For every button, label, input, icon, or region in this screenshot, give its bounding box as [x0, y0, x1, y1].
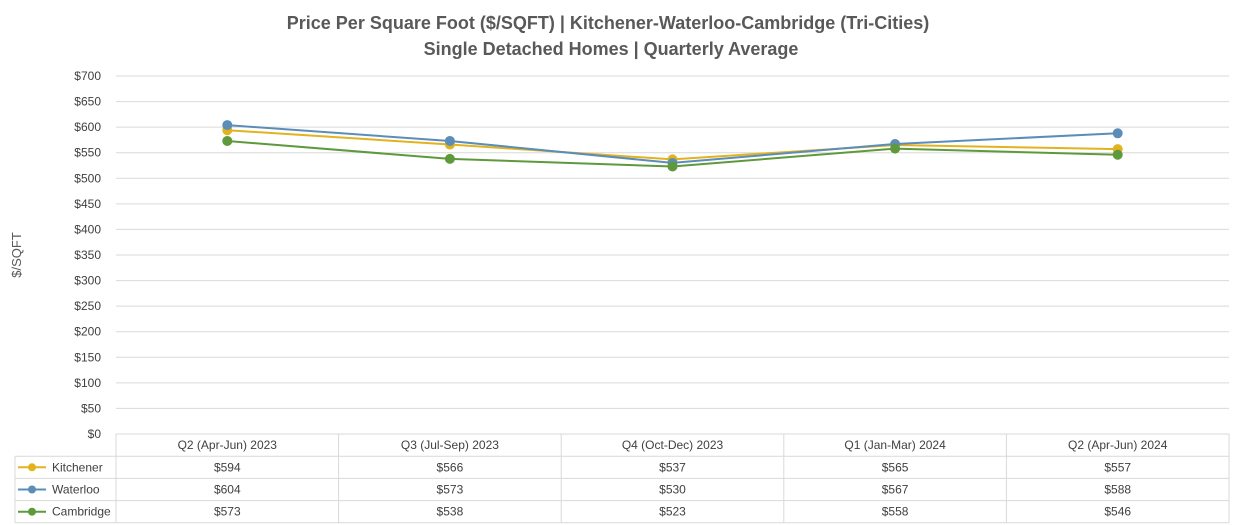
y-axis-label: $/SQFT: [9, 232, 24, 278]
data-point-cambridge: [667, 161, 678, 172]
table-cell: $565: [882, 460, 909, 474]
chart-subtitle: Single Detached Homes | Quarterly Averag…: [424, 39, 799, 59]
table-cell: $573: [437, 483, 464, 497]
table-cell: $557: [1104, 460, 1131, 474]
series-lines: [222, 120, 1123, 172]
y-tick-label: $0: [88, 427, 102, 441]
y-tick-label: $450: [74, 197, 101, 211]
table-cell: $594: [214, 460, 241, 474]
table-cell: $567: [882, 483, 909, 497]
y-tick-label: $650: [74, 95, 101, 109]
y-tick-label: $700: [74, 69, 101, 83]
legend-label: Kitchener: [52, 460, 103, 474]
x-tick-label: Q3 (Jul-Sep) 2023: [401, 438, 499, 452]
data-point-waterloo: [444, 135, 455, 146]
data-point-cambridge: [1112, 149, 1123, 160]
table-cell: $573: [214, 505, 241, 519]
table-cell: $588: [1104, 483, 1131, 497]
y-tick-label: $150: [74, 350, 101, 364]
data-table: Q2 (Apr-Jun) 2023 Q3 (Jul-Sep) 2023 Q4 (Oc…: [14, 433, 1230, 524]
y-tick-label: $400: [74, 222, 101, 236]
gridlines: [116, 75, 1229, 409]
y-tick-label: $350: [74, 248, 101, 262]
table-cell: $530: [659, 483, 686, 497]
y-tick-label: $200: [74, 325, 101, 339]
x-tick-label: Q2 (Apr-Jun) 2024: [1068, 438, 1168, 452]
table-cell: $604: [214, 483, 241, 497]
chart-title: Price Per Square Foot ($/SQFT) | Kitchen…: [287, 13, 929, 33]
legend-marker-waterloo: [28, 485, 36, 494]
x-tick-label: Q1 (Jan-Mar) 2024: [844, 438, 946, 452]
y-tick-label: $300: [74, 274, 101, 288]
y-tick-label: $500: [74, 171, 101, 185]
y-tick-label: $600: [74, 120, 101, 134]
table-cell: $523: [659, 505, 686, 519]
y-axis-ticks: $0 $50 $100 $150 $200 $250 $300 $350 $400 $450 $50…: [74, 69, 101, 441]
legend-marker-cambridge: [28, 507, 36, 516]
table-cell: $566: [437, 460, 464, 474]
y-tick-label: $50: [81, 401, 101, 415]
legend-label: Waterloo: [52, 483, 100, 497]
legend-marker-kitchener: [28, 463, 36, 472]
x-tick-label: Q4 (Oct-Dec) 2023: [622, 438, 724, 452]
legend-label: Cambridge: [52, 505, 111, 519]
table-cell: $546: [1104, 505, 1131, 519]
data-point-waterloo: [1112, 128, 1123, 139]
data-point-cambridge: [890, 143, 901, 154]
y-tick-label: $550: [74, 146, 101, 160]
data-point-waterloo: [222, 120, 233, 131]
table-cell: $538: [437, 505, 464, 519]
table-cell: $537: [659, 460, 686, 474]
y-tick-label: $100: [74, 376, 101, 390]
x-tick-label: Q2 (Apr-Jun) 2023: [178, 438, 278, 452]
y-tick-label: $250: [74, 299, 101, 313]
data-point-cambridge: [222, 135, 233, 146]
table-cell: $558: [882, 505, 909, 519]
data-point-cambridge: [444, 153, 455, 164]
